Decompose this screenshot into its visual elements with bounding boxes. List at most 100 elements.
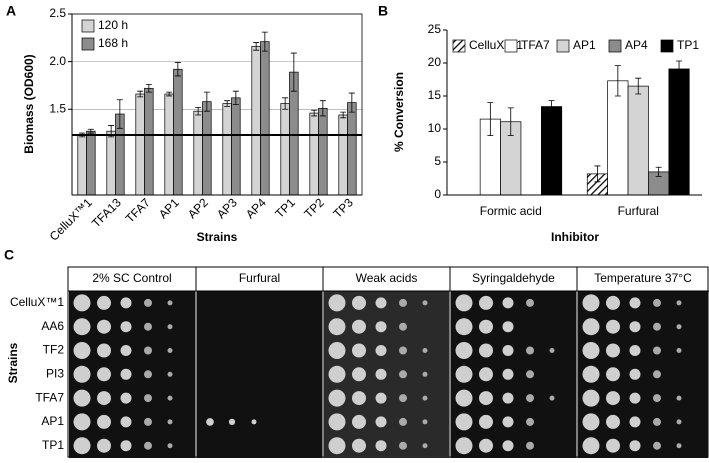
row-label: CelluX™1 [10, 295, 64, 309]
row-label: AP1 [41, 414, 64, 428]
colony-spot [606, 438, 620, 453]
legend-swatch [608, 39, 622, 53]
row-label: TF2 [43, 343, 65, 357]
colony-spot [399, 298, 407, 307]
error-bar [319, 100, 326, 117]
error-bar [655, 166, 662, 177]
colony-spot [502, 392, 514, 404]
colony-spot [120, 416, 132, 428]
colony-spot [502, 368, 514, 380]
y-tick-label: 0 [434, 187, 441, 201]
bar [173, 68, 183, 196]
colony-spot [455, 342, 473, 359]
colony-spot [549, 395, 555, 401]
y-axis-label: Biomass (OD600) [22, 54, 36, 153]
colony-spot [328, 318, 346, 336]
colony-spot [422, 395, 428, 401]
colony-spot [479, 367, 493, 382]
colony-spot [97, 367, 111, 382]
colony-spot [352, 295, 366, 310]
colony-spot [328, 389, 346, 407]
colony-spot [582, 294, 600, 312]
colony-spot [120, 440, 132, 452]
colony-spot [526, 417, 534, 426]
colony-spot [676, 348, 682, 353]
colony-spot [526, 298, 534, 307]
colony-spot [653, 417, 661, 426]
colony-spot [479, 343, 493, 358]
colony-spot [606, 343, 620, 358]
colony-spot [167, 300, 173, 306]
colony-spot [676, 300, 682, 306]
colony-spot [606, 295, 620, 310]
colony-spot [502, 345, 514, 356]
colony-spot [73, 365, 91, 383]
error-bar [282, 97, 289, 110]
colony-spot [526, 370, 534, 379]
colony-spot [144, 417, 152, 426]
colony-spot [606, 367, 620, 382]
colony-spot [455, 389, 473, 407]
error-bar [145, 84, 152, 93]
error-bar [195, 106, 202, 116]
colony-spot [455, 365, 473, 383]
row-label: TP1 [42, 438, 64, 452]
colony-spot [97, 391, 111, 406]
error-bar [487, 102, 494, 136]
legend-label: TFA7 [521, 38, 550, 52]
colony-spot [399, 346, 407, 355]
x-tick-label: TP3 [330, 195, 356, 221]
x-tick-label: CelluX™1 [47, 195, 95, 243]
colony-spot [606, 391, 620, 406]
colony-spot [144, 346, 152, 355]
column-header: 2% SC Control [92, 271, 171, 285]
colony-spot [676, 443, 682, 449]
colony-spot [455, 437, 473, 455]
colony-spot [375, 345, 387, 356]
error-bar [635, 77, 642, 95]
colony-spot [653, 322, 661, 331]
error-bar [261, 31, 268, 52]
error-bar [594, 165, 601, 183]
x-tick-label: AP1 [156, 195, 182, 221]
colony-spot [97, 295, 111, 310]
bar [251, 46, 261, 196]
colony-spot [73, 342, 91, 359]
row-label: TFA7 [35, 390, 64, 404]
colony-spot [479, 295, 493, 310]
colony-spot [629, 297, 641, 309]
x-tick-label: AP2 [185, 195, 211, 221]
bar [260, 41, 270, 196]
colony-spot [606, 414, 620, 429]
colony-spot [228, 418, 236, 426]
error-bar [290, 52, 297, 92]
legend-label: TP1 [677, 38, 699, 52]
photo [197, 291, 322, 458]
y-tick-label: 1.5 [49, 101, 66, 115]
colony-spot [479, 414, 493, 429]
bar [347, 102, 357, 196]
colony-spot [328, 365, 346, 383]
colony-spot [399, 417, 407, 426]
colony-spot [251, 419, 257, 425]
bar [144, 87, 154, 196]
error-bar [232, 90, 239, 105]
colony-spot [653, 441, 661, 450]
colony-spot [653, 298, 661, 307]
colony-spot [502, 321, 514, 333]
colony-spot [206, 418, 214, 426]
legend-label: 168 h [98, 36, 128, 50]
colony-spot [375, 321, 387, 333]
colony-spot [422, 300, 428, 306]
colony-spot [502, 297, 514, 309]
colony-spot [167, 395, 173, 401]
bar [338, 114, 348, 196]
colony-spot [120, 368, 132, 380]
legend-label: 120 h [98, 18, 128, 32]
colony-spot [352, 414, 366, 429]
bar [231, 97, 241, 196]
error-bar [253, 42, 260, 51]
legend-swatch [504, 39, 518, 53]
error-bar [87, 128, 94, 134]
x-tick-label: TFA7 [123, 195, 153, 225]
